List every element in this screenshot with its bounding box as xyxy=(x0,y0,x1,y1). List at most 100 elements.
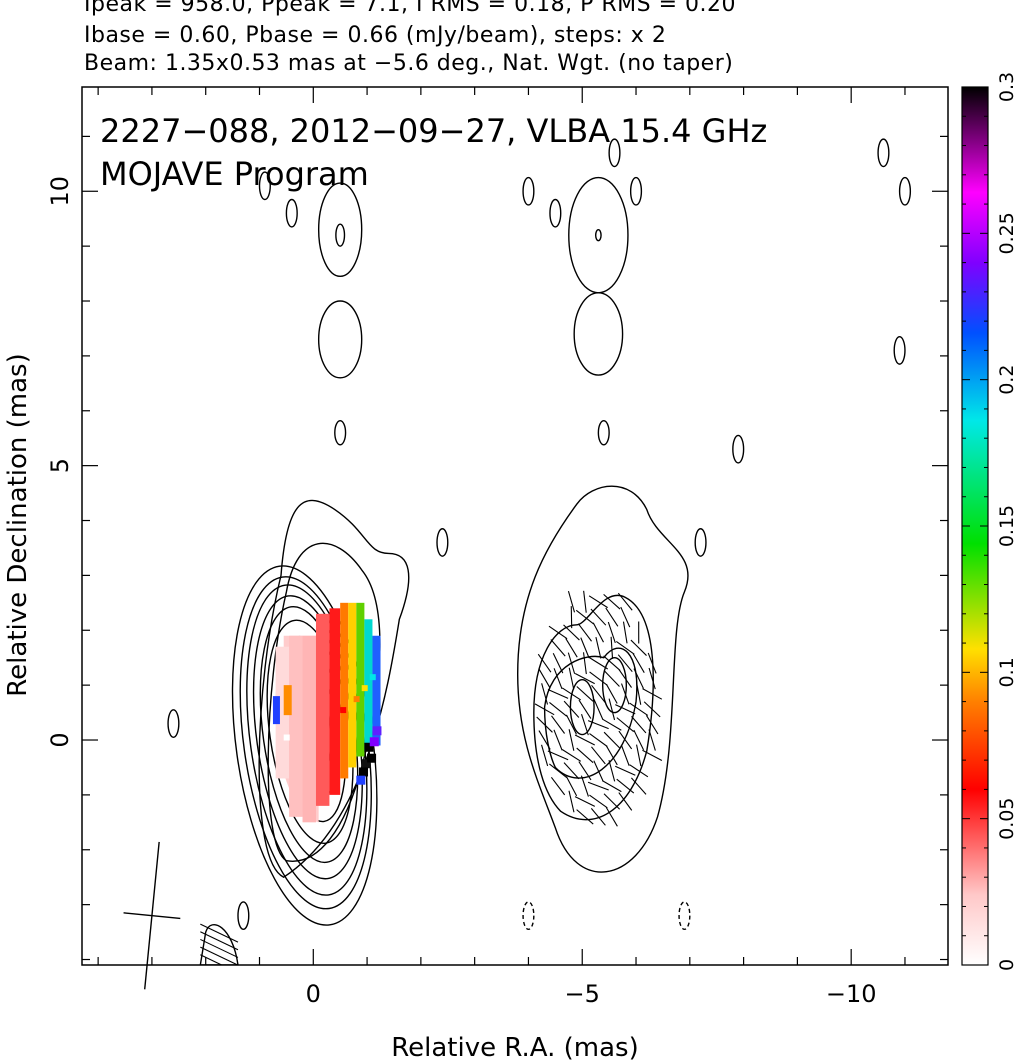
evpa-tick xyxy=(591,684,606,703)
beam-minor-axis xyxy=(123,912,181,920)
evpa-tick xyxy=(576,809,594,825)
evpa-tick xyxy=(617,654,633,673)
pol-sample xyxy=(367,756,374,763)
evpa-tick xyxy=(602,718,622,731)
contour-island xyxy=(608,138,621,168)
pol-band xyxy=(372,635,381,746)
header-line-2: Ibase = 0.60, Pbase = 0.66 (mJy/beam), s… xyxy=(84,23,667,48)
contour-island xyxy=(629,176,643,206)
evpa-tick xyxy=(575,609,594,625)
x-axis-label: Relative R.A. (mas) xyxy=(391,1033,638,1061)
evpa-tick xyxy=(549,701,567,717)
contour-right-peak xyxy=(601,657,628,714)
evpa-tick xyxy=(580,775,589,797)
pol-pixel xyxy=(372,726,382,736)
contour-layer xyxy=(167,138,912,931)
evpa-tick xyxy=(642,688,663,700)
evpa-tick xyxy=(615,765,636,776)
header-line-3: Beam: 1.35x0.53 mas at −5.6 deg., Nat. W… xyxy=(84,51,734,76)
evpa-tick xyxy=(605,607,619,627)
evpa-tick xyxy=(630,639,647,656)
header-line-1: Ipeak = 958.0, Ppeak = 7.1, I RMS = 0.18… xyxy=(84,0,736,17)
contour-island xyxy=(522,901,535,931)
evpa-tick xyxy=(603,655,621,671)
evpa-tick xyxy=(592,622,604,643)
evpa-tick xyxy=(593,698,604,720)
fractional-polarization-layer xyxy=(272,602,382,823)
pol-pixel xyxy=(361,759,371,769)
evpa-tick xyxy=(580,637,590,659)
evpa-tick xyxy=(550,777,566,796)
evpa-tick xyxy=(563,762,580,780)
evpa-tick xyxy=(603,731,620,749)
contour-island xyxy=(573,292,624,376)
evpa-tick xyxy=(561,687,581,701)
evpa-tick xyxy=(602,780,622,793)
contour-island xyxy=(877,138,890,168)
pol-pixel xyxy=(364,742,374,752)
contour-island xyxy=(597,419,610,446)
pol-sample xyxy=(369,674,376,681)
evpa-tick xyxy=(578,761,592,781)
colorbar-tick-label: 0 xyxy=(996,959,1018,971)
beam-marker xyxy=(123,841,181,990)
evpa-tick xyxy=(631,715,647,734)
evpa-tick xyxy=(642,749,663,762)
pol-band xyxy=(272,696,280,725)
evpa-tick xyxy=(643,701,661,718)
contour-island xyxy=(549,198,562,228)
evpa-tick xyxy=(553,729,563,751)
contour-island xyxy=(317,300,363,379)
evpa-tick xyxy=(591,746,606,765)
evpa-tick xyxy=(618,669,632,688)
evpa-tick xyxy=(607,621,616,644)
evpa-tick xyxy=(587,781,609,791)
evpa-tick xyxy=(574,672,595,685)
contour-island xyxy=(285,198,298,228)
evpa-tick xyxy=(618,730,633,750)
contour-island xyxy=(258,171,271,201)
evpa-tick xyxy=(200,923,239,943)
pol-band xyxy=(348,602,357,768)
contour-island-bottom xyxy=(199,924,239,965)
pol-band xyxy=(302,635,316,823)
pol-sample xyxy=(283,734,290,741)
pol-band xyxy=(329,608,341,795)
evpa-tick xyxy=(590,608,607,626)
evpa-tick xyxy=(541,744,549,767)
evpa-tick xyxy=(541,683,549,705)
y-tick-label: 5 xyxy=(46,458,74,473)
evpa-tick xyxy=(620,744,630,766)
evpa-tick xyxy=(632,653,645,673)
evpa-tick xyxy=(551,715,566,734)
evpa-tick xyxy=(561,749,582,762)
evpa-tick xyxy=(536,716,553,733)
contour-island xyxy=(732,434,745,464)
evpa-tick xyxy=(538,730,551,750)
contour-right-third xyxy=(543,647,638,779)
evpa-tick xyxy=(200,938,239,958)
evpa-tick xyxy=(567,591,576,613)
contour-left-outer xyxy=(258,499,410,879)
colorbar-ticks: 0 0.05 0.1 0.15 0.2 0.25 0.3 xyxy=(962,72,1018,971)
evpa-tick xyxy=(552,653,564,674)
evpa-tick xyxy=(629,702,649,716)
contour-right-outer xyxy=(516,485,689,873)
evpa-tick xyxy=(636,744,642,767)
evpa-tick xyxy=(605,684,618,704)
evpa-tick xyxy=(568,790,575,813)
evpa-tick xyxy=(615,704,636,715)
evpa-tick xyxy=(576,686,594,702)
contour-island xyxy=(678,901,691,931)
evpa-tick xyxy=(633,729,645,751)
evpa-tick xyxy=(588,595,608,609)
evpa-tick xyxy=(589,794,608,809)
evpa-tick xyxy=(547,750,569,761)
evpa-tick xyxy=(615,640,635,655)
contour-right-peak xyxy=(569,678,595,736)
contour-island xyxy=(237,901,250,931)
contour-island-inner xyxy=(594,228,602,242)
evpa-tick xyxy=(200,954,223,965)
evpa-tick xyxy=(647,652,657,674)
